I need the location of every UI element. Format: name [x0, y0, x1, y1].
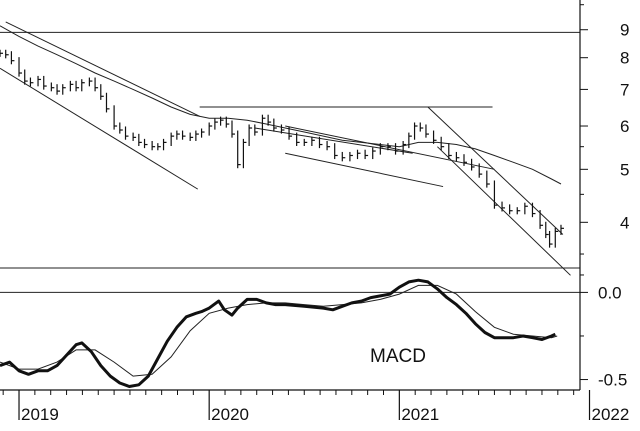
- price-tick-label-4: 5: [620, 160, 629, 179]
- trend-line-4: [285, 152, 444, 188]
- price-tick-label-2: 7: [620, 80, 629, 99]
- trend-line-7: [437, 146, 571, 276]
- price-tick-label-3: 6: [620, 117, 629, 136]
- year-tick-label-3: 2022: [592, 405, 630, 424]
- macd-panel: MACD: [0, 278, 580, 388]
- macd-tick-label-1: -0.5: [598, 371, 627, 390]
- year-tick-label-0: 2019: [21, 405, 59, 424]
- year-tick-label-2: 2021: [401, 405, 439, 424]
- macd-tick-label-0: 0.0: [598, 283, 622, 302]
- price-bars: [0, 49, 564, 248]
- y-axis: 9 8 7 6 5 4 0.0 -0.5: [580, 4, 629, 390]
- trend-line-1: [5, 21, 200, 117]
- trend-line-5: [285, 125, 495, 170]
- trend-line-0: [0, 67, 199, 190]
- moving-average-line: [0, 25, 562, 185]
- price-panel: [0, 21, 580, 276]
- macd-line: [0, 278, 556, 388]
- year-tick-label-1: 2020: [211, 405, 249, 424]
- price-tick-label-1: 8: [620, 49, 629, 68]
- macd-label: MACD: [370, 346, 426, 367]
- price-tick-label-5: 4: [620, 213, 629, 232]
- macd-signal-line: [0, 284, 558, 377]
- price-tick-label-0: 9: [620, 21, 629, 40]
- chart-frame: [0, 0, 581, 391]
- x-axis: 2019 2020 2021 2022: [2, 390, 630, 424]
